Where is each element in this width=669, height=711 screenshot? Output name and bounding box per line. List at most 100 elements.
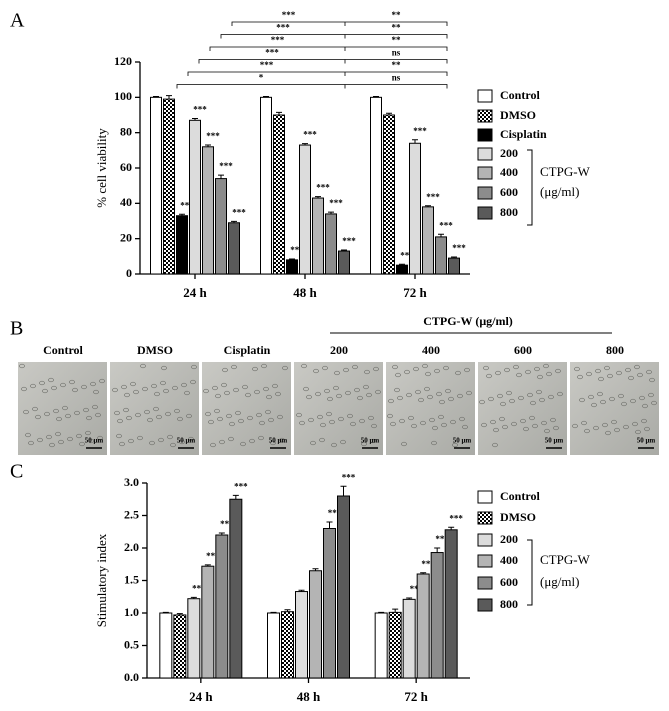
cell [648,392,654,398]
micrograph [386,362,475,455]
error-bar [166,95,172,100]
legend-swatch [477,576,493,590]
y-tick-label: 0 [126,266,132,280]
y-tick-label: 2.0 [124,540,139,554]
cell [191,364,197,370]
cell [28,440,34,446]
bar [273,114,285,275]
cell [231,364,237,370]
cell [258,435,264,441]
legend-swatch [477,186,493,200]
cell [233,387,239,393]
cell [119,441,125,447]
cell [390,421,396,427]
cell [142,386,148,392]
cell [51,385,57,391]
cell [359,418,365,424]
cell [427,394,433,400]
error-bar [218,532,225,535]
legend-label: 800 [500,597,518,611]
cell [21,386,27,392]
cell [60,382,66,388]
cell [121,384,127,390]
bar [383,114,395,275]
error-bar [153,95,159,98]
cell [331,442,337,448]
cell [490,419,496,425]
bar [267,612,280,679]
cell [588,394,594,400]
panel-label: A [10,10,25,32]
cell [282,365,288,371]
cell [254,389,260,395]
y-axis-title: % cell viability [94,128,109,208]
error-bar [434,547,441,553]
legend-label: 600 [500,575,518,589]
bar [435,236,447,275]
y-tick-label: 2.5 [124,507,139,521]
cell [172,385,178,391]
cell [363,384,369,390]
cell [443,365,449,371]
cell [413,366,419,372]
scale-label: 50 μm [269,437,288,445]
cell [65,413,71,419]
cell [536,389,542,395]
cell [364,369,370,375]
micrograph [570,362,659,455]
error-bar [451,256,457,259]
bar [337,495,350,679]
cell [167,434,173,440]
bar [416,573,430,679]
comparison-label: *** [271,35,285,45]
bar [229,498,243,679]
cell [604,365,610,371]
cell [322,365,328,371]
cell [270,440,276,446]
cell [133,389,139,395]
y-tick-label: 40 [120,195,132,209]
cell [632,421,638,427]
cell [238,418,244,424]
error-bar [315,196,321,199]
significance-label: *** [234,481,248,491]
cell [602,422,608,428]
cell [424,386,430,392]
cell [352,364,358,370]
cell [425,371,431,377]
cell [532,423,538,429]
cell [37,437,43,443]
comparison-bracket [209,46,448,51]
cell [130,381,136,387]
cell [86,415,92,421]
cell [466,390,472,396]
cell [415,389,421,395]
cell [597,391,603,397]
comparison-label: * [259,73,264,83]
x-tick-label: 24 h [189,689,213,704]
error-bar [190,596,197,599]
error-bar [176,613,183,615]
error-bar [340,485,347,496]
cell [543,363,549,369]
cell [420,420,426,426]
error-bar [179,213,185,216]
cell [492,442,498,448]
legend-label: DMSO [500,108,536,122]
y-tick-label: 0.5 [124,637,139,651]
cell [406,392,412,398]
cell [609,396,615,402]
cell [354,387,360,393]
bar [444,529,458,679]
cell [140,363,146,369]
cell [439,399,445,405]
y-axis-title: Stimulatory index [94,533,109,627]
cell [600,399,606,405]
cell [338,416,344,422]
cell [324,388,330,394]
panel-label: C [10,461,23,483]
cell [546,371,552,377]
cell [555,368,561,374]
micrograph [478,362,567,455]
significance-label: *** [303,130,317,140]
